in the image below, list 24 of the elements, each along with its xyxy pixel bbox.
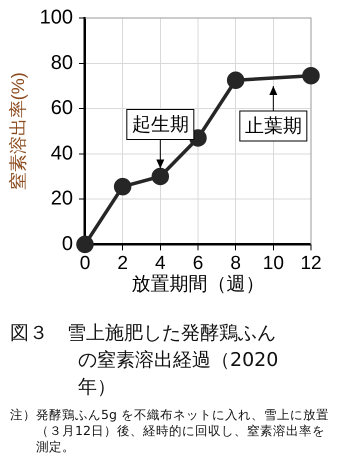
text: 注）発酵鶏ふん5g を不織布ネットに入れ、雪上に放置（３月12日）後、経時的に回収し、窒素溶出率を測定。 (10, 407, 330, 454)
y-tick-label: 20 (50, 188, 73, 210)
point (226, 72, 244, 90)
y-tick-label: 0 (62, 232, 73, 255)
y-tick-label: 60 (50, 97, 73, 120)
x-tick-label: 4 (155, 253, 166, 274)
x-tick-label: 2 (117, 253, 128, 274)
annotation: 起生期 (132, 113, 189, 136)
point (76, 236, 94, 254)
y-tick-label: 100 (40, 6, 73, 29)
point (302, 66, 320, 84)
y-tick-label: 80 (50, 52, 73, 74)
x-tick-label: 0 (80, 253, 90, 274)
y-tick-label: 40 (50, 142, 73, 164)
x-tick-label: 10 (262, 253, 284, 274)
annotation: 止葉期 (244, 114, 302, 137)
x-axis-title: 放置期間（週） (131, 274, 264, 295)
y-axis-title: 窒素溶出率(%) (8, 72, 28, 190)
point (152, 168, 170, 186)
x-tick-label: 12 (300, 253, 322, 274)
x-tick-label: 8 (230, 253, 241, 274)
x-tick-label: 6 (192, 253, 204, 274)
text: 図３ 雪上施肥した発酵鶏ふんの窒素溶出経過（2020年） (10, 321, 280, 400)
point (114, 178, 132, 196)
